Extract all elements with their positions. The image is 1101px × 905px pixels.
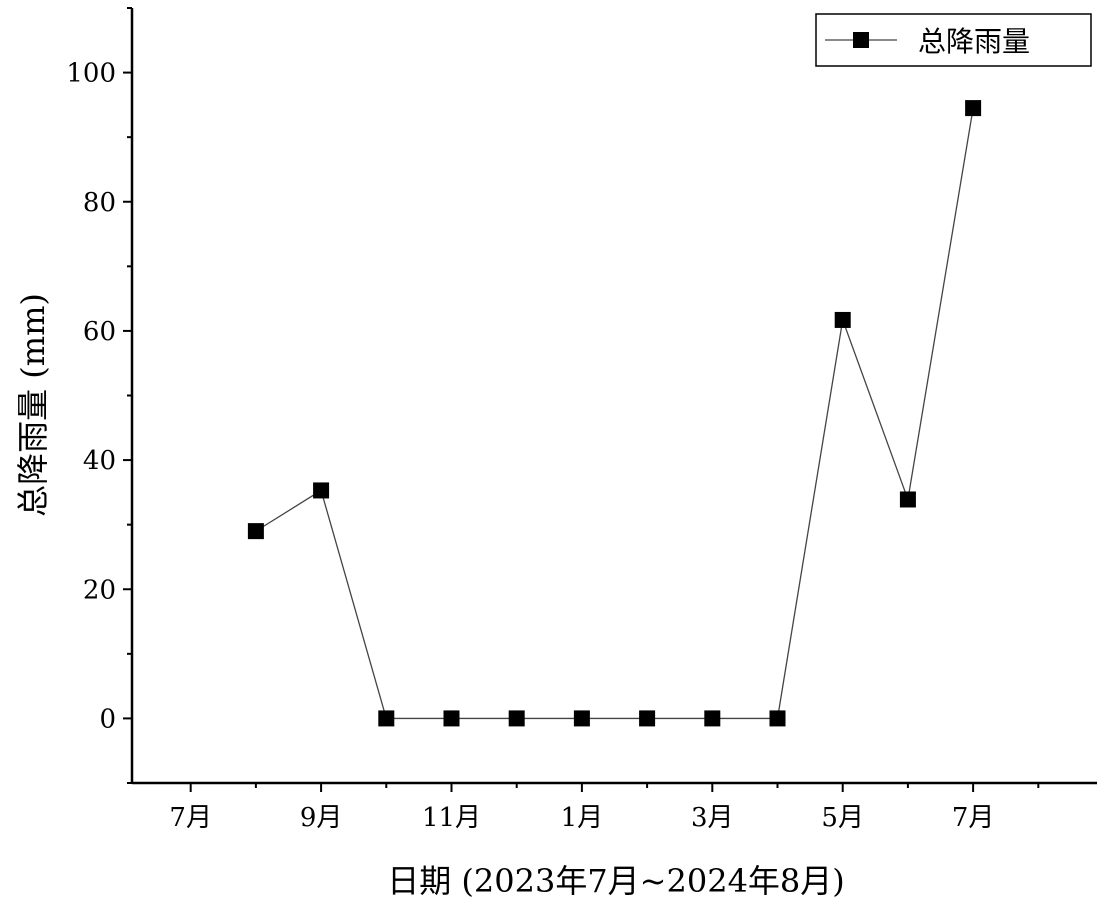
legend-marker <box>853 32 869 48</box>
x-tick-label: 9月 <box>300 803 343 833</box>
data-point <box>899 491 916 508</box>
data-point <box>704 710 721 727</box>
data-point <box>313 482 330 499</box>
x-tick-label: 5月 <box>821 803 864 833</box>
y-tick-label: 80 <box>83 188 116 218</box>
y-tick-label: 20 <box>83 575 116 605</box>
data-point <box>834 311 851 328</box>
y-tick-label: 100 <box>66 59 116 89</box>
y-tick-label: 40 <box>83 446 116 476</box>
x-tick-label: 7月 <box>169 803 212 833</box>
data-point <box>639 710 656 727</box>
y-tick-label: 60 <box>83 317 116 347</box>
x-tick-label: 1月 <box>561 803 604 833</box>
data-point <box>573 710 590 727</box>
y-axis-title: 总降雨量 (mm) <box>14 293 52 517</box>
series-line <box>255 107 974 720</box>
data-point <box>378 710 395 727</box>
legend-label: 总降雨量 <box>918 25 1030 58</box>
x-axis-title: 日期 (2023年7月~2024年8月) <box>387 862 845 900</box>
y-tick-label: 0 <box>99 704 116 734</box>
x-tick-label: 11月 <box>422 803 481 833</box>
data-point <box>443 710 460 727</box>
legend: 总降雨量 <box>815 13 1092 67</box>
x-tick-label: 7月 <box>952 803 995 833</box>
x-tick-label: 3月 <box>691 803 734 833</box>
data-point <box>247 523 264 540</box>
data-point <box>508 710 525 727</box>
data-point <box>769 710 786 727</box>
data-point <box>965 100 982 117</box>
